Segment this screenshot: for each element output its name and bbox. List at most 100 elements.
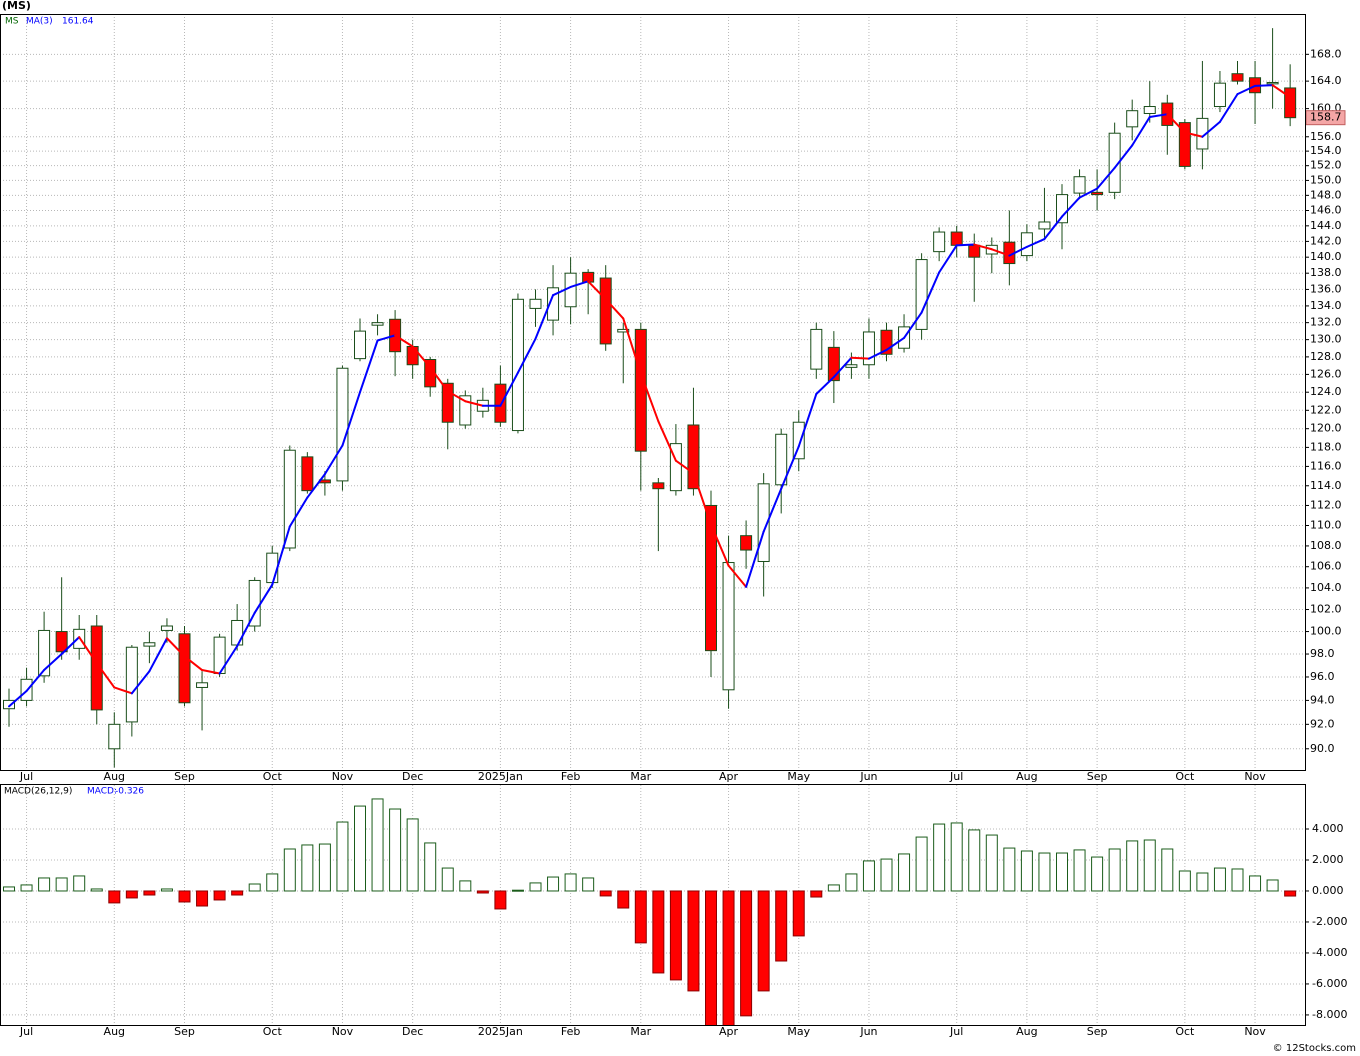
x-tick-label: May (787, 1025, 810, 1038)
macd-bar (722, 890, 735, 1025)
macd-bar (1178, 870, 1191, 892)
ma-line (253, 583, 274, 614)
candle-body (160, 625, 173, 631)
legend-value: 161.64 (62, 17, 94, 27)
ma-line (271, 525, 291, 586)
x-tick-label: Sep (1087, 1025, 1108, 1038)
macd-bar (1249, 875, 1262, 892)
y-tick-label: 102.0 (1310, 603, 1342, 616)
ma-line (1025, 238, 1046, 248)
ma-line (832, 356, 853, 379)
candle-body (1056, 194, 1068, 224)
y-tick-label: 148.0 (1310, 188, 1342, 201)
candle-body (968, 244, 981, 258)
macd-bar (687, 890, 700, 992)
macd-bar (652, 890, 665, 974)
legend-label: MACD: (87, 787, 117, 797)
macd-bar (459, 880, 472, 892)
candle-body (459, 395, 472, 426)
candle-body (90, 625, 103, 711)
ma-line (323, 444, 344, 476)
candle-body (792, 421, 805, 460)
ma-line (1043, 215, 1063, 241)
macd-bar (898, 853, 911, 892)
ma-line (1148, 113, 1169, 118)
candle-body (740, 535, 753, 551)
y-tick-label: 122.0 (1310, 403, 1342, 416)
macd-bar (213, 890, 226, 901)
macd-bar (950, 822, 963, 892)
ma-line (938, 244, 958, 274)
x-tick-label: May (787, 770, 810, 783)
y-tick-label: 90.0 (1310, 742, 1335, 755)
y-tick-label: 168.0 (1310, 47, 1342, 60)
y-tick-label: 140.0 (1310, 250, 1342, 263)
x-tick-label: Apr (719, 770, 739, 783)
ma-line (25, 669, 46, 692)
candle-body (722, 562, 735, 691)
candle-body (617, 328, 630, 333)
macd-bar (389, 808, 402, 892)
macd-bar (1091, 856, 1104, 892)
candle-body (915, 259, 928, 330)
candle-body (231, 619, 244, 646)
macd-bar (1073, 849, 1086, 892)
x-tick-label: Jul (949, 1025, 963, 1038)
ma-line (446, 390, 467, 403)
y-tick-label: 118.0 (1310, 440, 1342, 453)
candle-body (634, 328, 647, 452)
x-tick-label: Dec (402, 770, 423, 783)
macd-bar (125, 890, 138, 899)
candle-body (178, 633, 191, 704)
x-tick-label: Oct (1175, 770, 1195, 783)
candle-body (494, 383, 507, 423)
ma-line (534, 294, 555, 340)
x-tick-label: Jun (859, 770, 877, 783)
ma-line (990, 248, 1011, 257)
macd-bar (143, 890, 156, 896)
y-tick-label: 116.0 (1310, 459, 1342, 472)
ma-line (780, 445, 800, 490)
ma-line (973, 243, 993, 251)
ma-line (148, 637, 168, 673)
macd-bar (1056, 852, 1068, 892)
macd-bar (266, 873, 279, 892)
x-tick-label: Mar (630, 770, 651, 783)
y-tick-label: 128.0 (1310, 350, 1342, 363)
y-tick-label: 156.0 (1310, 130, 1342, 143)
ma-line (955, 243, 976, 247)
y-tick-label: -8.000 (1312, 1008, 1347, 1021)
x-tick-label: Oct (1175, 1025, 1195, 1038)
macd-bar (424, 842, 437, 892)
macd-bar (231, 890, 244, 896)
candle-body (55, 631, 68, 653)
macd-bar (371, 798, 384, 892)
macd-bar (529, 882, 542, 892)
y-tick-label: 106.0 (1310, 560, 1342, 573)
ma-line (429, 366, 449, 393)
ma-line (1218, 93, 1239, 123)
macd-bar (617, 890, 630, 909)
ma-line (236, 611, 256, 648)
candle-body (1126, 110, 1139, 128)
ma-line (1271, 84, 1292, 99)
ma-line (1236, 84, 1257, 96)
ma-line (1061, 196, 1081, 218)
candle-body (669, 443, 682, 492)
candle-body (950, 231, 963, 246)
ma-line (1113, 144, 1134, 169)
x-tick-label: 2025Jan (478, 770, 523, 783)
ma-line (130, 670, 151, 695)
ma-line (639, 372, 660, 423)
macd-bar (547, 876, 560, 892)
macd-bar (634, 890, 647, 944)
ma-line (657, 420, 677, 462)
candle-body (1284, 87, 1297, 119)
candle-body (1178, 122, 1191, 167)
y-tick-label: 138.0 (1310, 266, 1342, 279)
y-tick-label: 144.0 (1310, 219, 1342, 232)
candle-body (354, 330, 366, 360)
candle-body (810, 328, 823, 370)
ma-line (95, 662, 116, 689)
candle-body (880, 329, 893, 355)
